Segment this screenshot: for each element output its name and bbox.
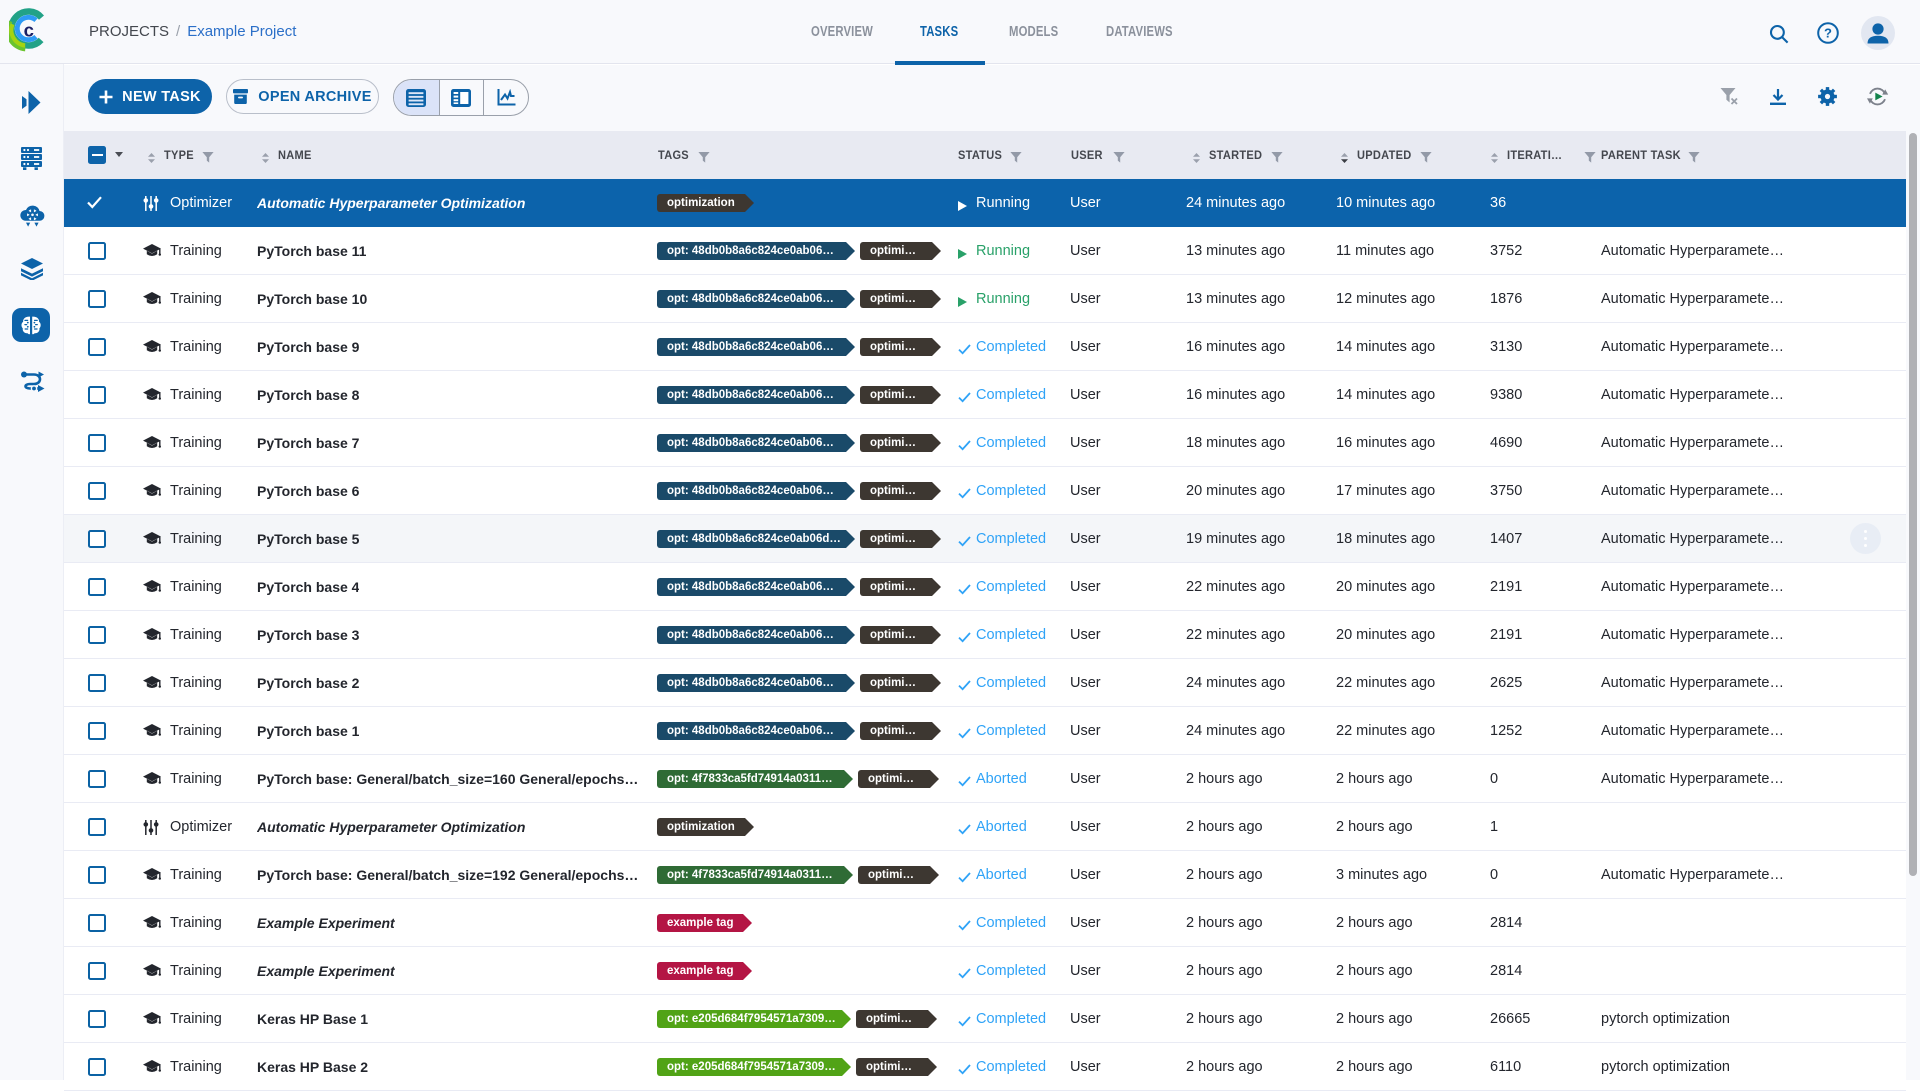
svg-text:?: ? [1824,26,1832,41]
svg-text:c: c [24,20,34,41]
